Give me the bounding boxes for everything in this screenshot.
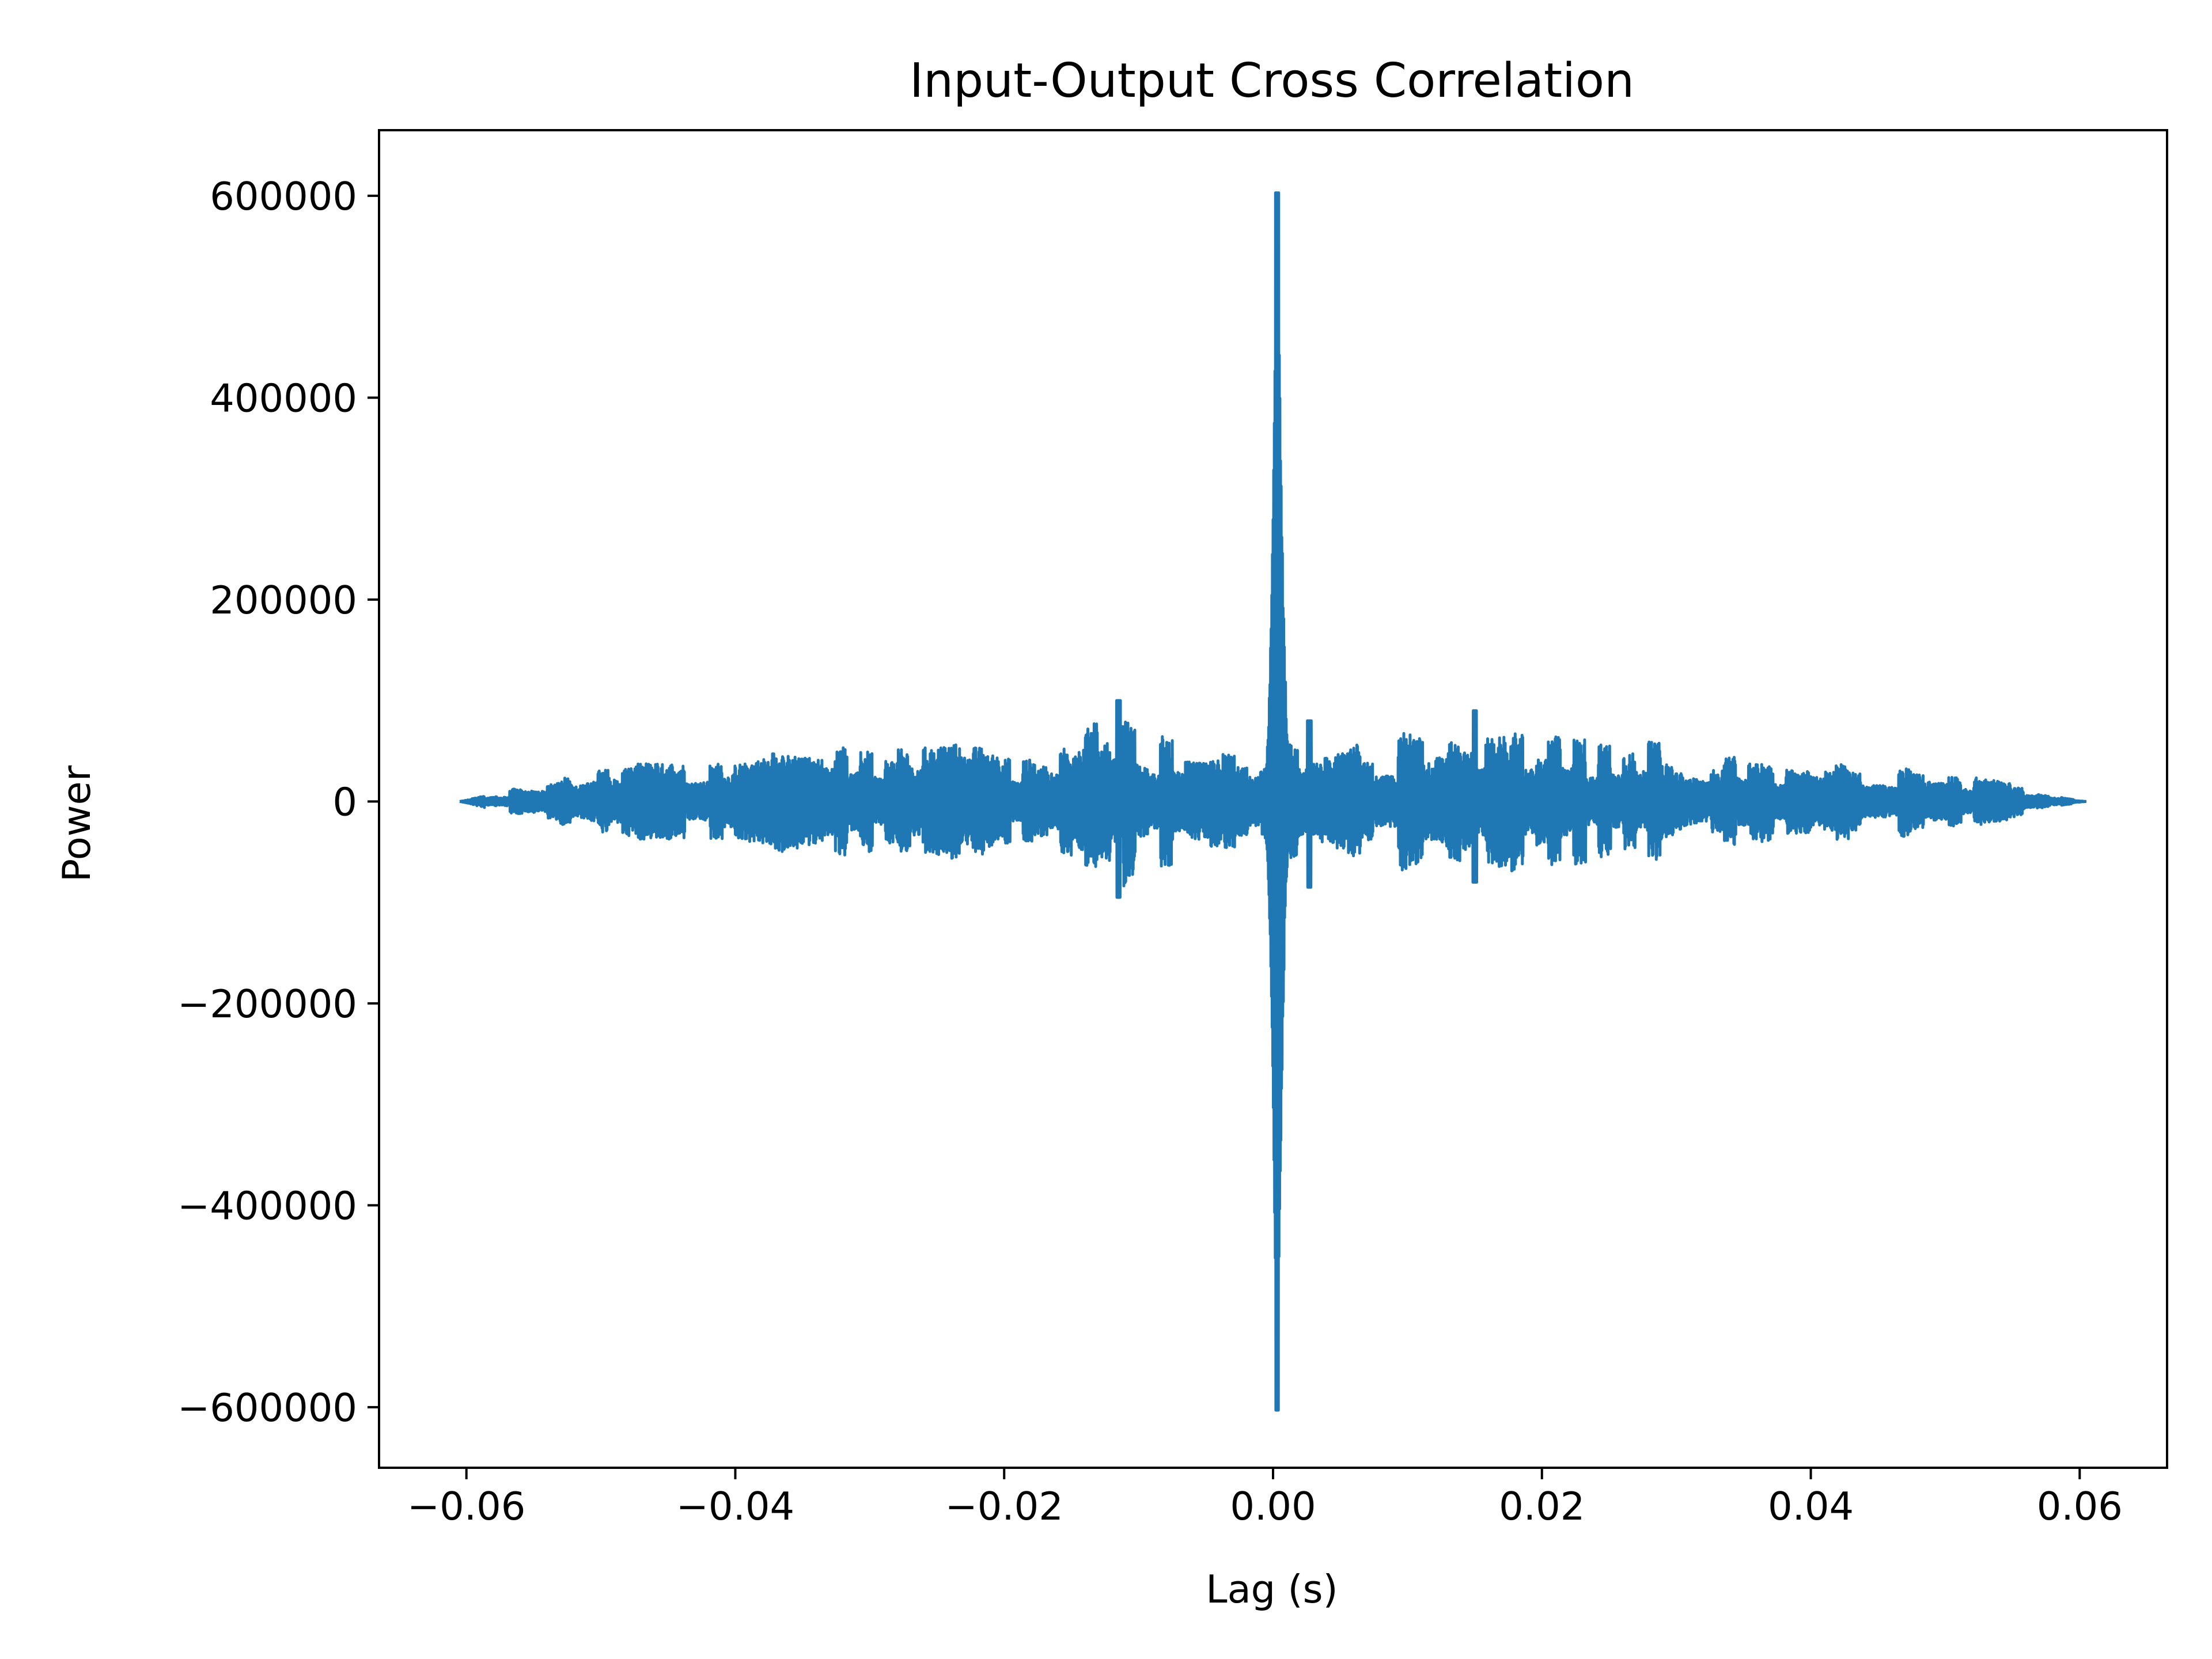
- y-tick-label: 400000: [210, 376, 357, 421]
- y-tick-label: −400000: [177, 1183, 357, 1228]
- x-tick-label: 0.02: [1499, 1484, 1585, 1529]
- x-tick-label: −0.06: [407, 1484, 525, 1529]
- y-axis-label: Power: [54, 765, 99, 882]
- y-tick-label: 600000: [210, 174, 357, 219]
- x-tick-label: −0.02: [945, 1484, 1063, 1529]
- x-tick-label: 0.06: [2037, 1484, 2123, 1529]
- x-tick-label: −0.04: [676, 1484, 794, 1529]
- chart-title: Input-Output Cross Correlation: [910, 54, 1634, 108]
- y-tick-label: 0: [332, 779, 357, 824]
- y-tick-label: −600000: [177, 1385, 357, 1430]
- y-tick-label: −200000: [177, 982, 357, 1027]
- y-tick-label: 200000: [210, 578, 357, 623]
- plot-layer: [459, 191, 2088, 1412]
- cross-correlation-line: [459, 191, 2088, 1412]
- x-tick-label: 0.04: [1768, 1484, 1854, 1529]
- x-tick-label: 0.00: [1230, 1484, 1316, 1529]
- y-axis-ticks: 600000 400000 200000 0 −200000 −400000 −600000: [177, 174, 379, 1430]
- x-axis-label: Lag (s): [1206, 1567, 1338, 1612]
- x-axis-ticks: −0.06 −0.04 −0.02 0.00 0.02 0.04 0.06: [407, 1468, 2123, 1529]
